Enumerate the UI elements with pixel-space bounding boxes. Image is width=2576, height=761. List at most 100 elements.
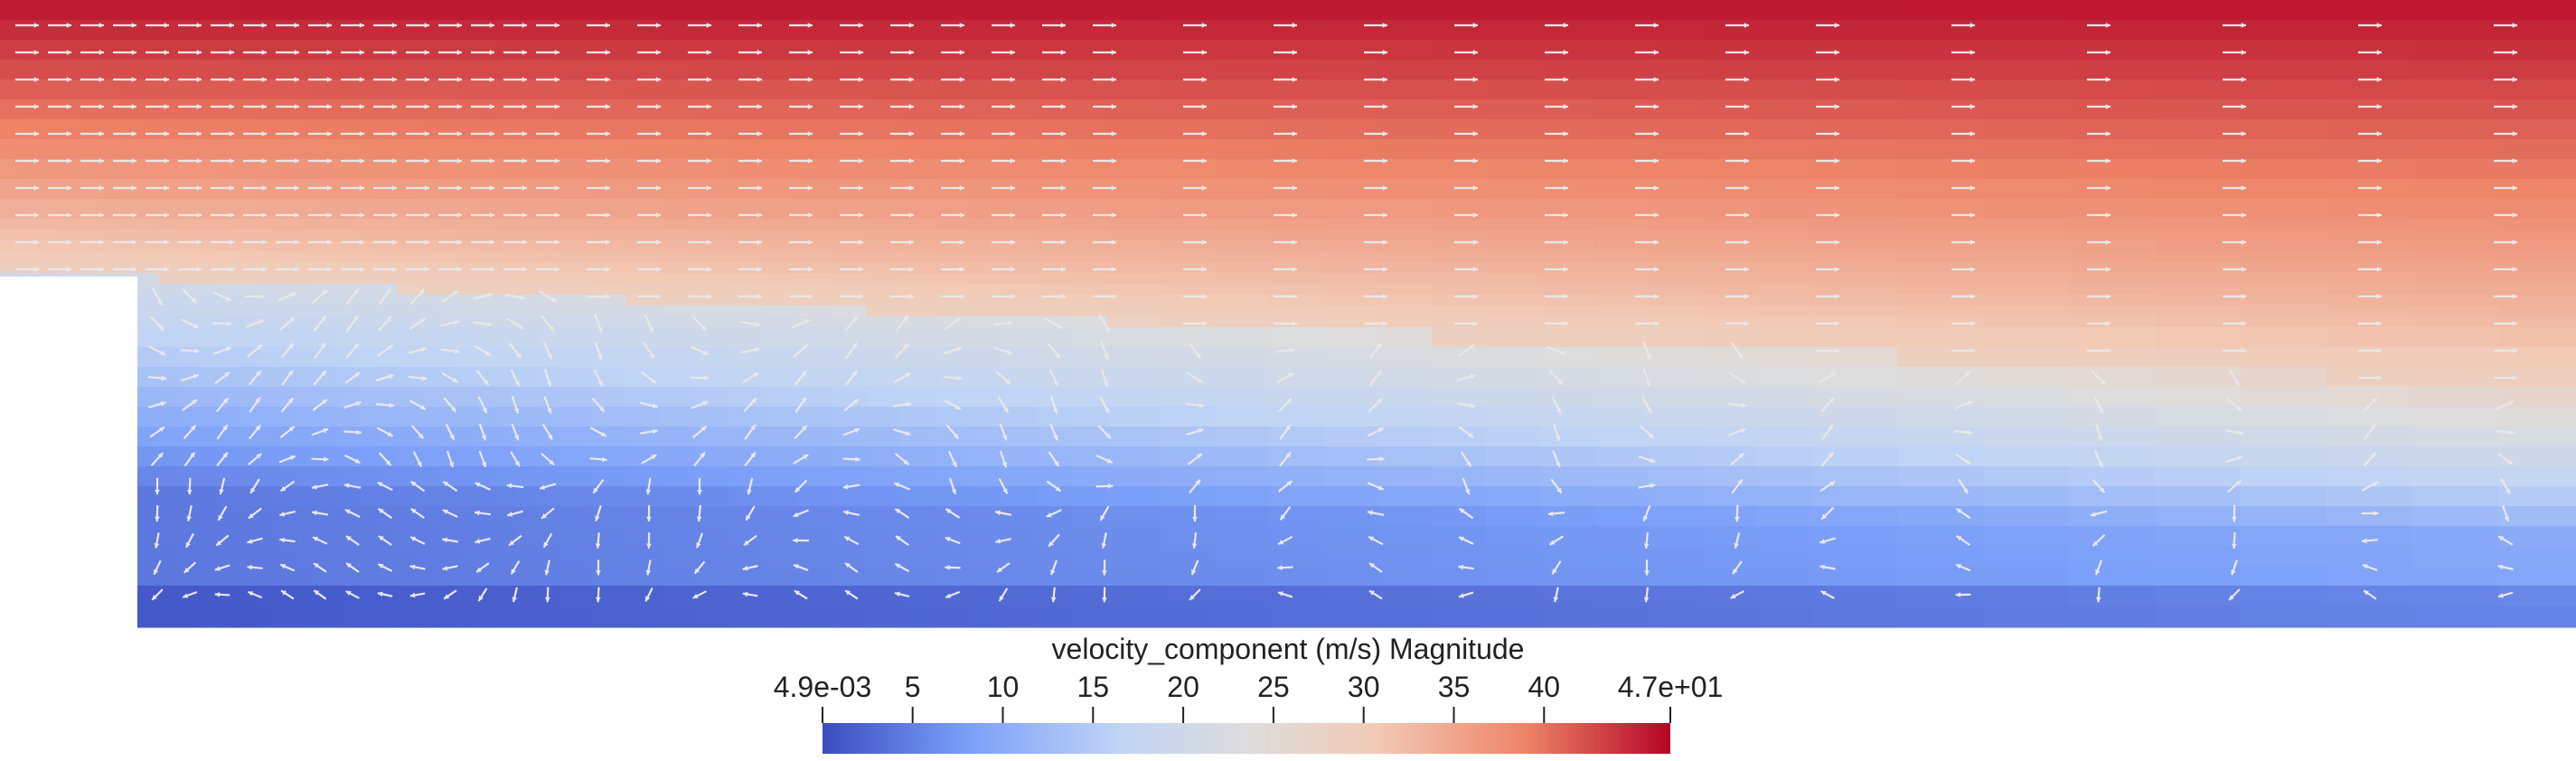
field-cell <box>1649 262 1704 274</box>
velocity-arrowhead <box>449 434 455 440</box>
field-cell <box>729 546 764 567</box>
field-cell <box>832 305 867 317</box>
field-cell <box>278 284 299 296</box>
field-cell <box>1703 327 1758 348</box>
velocity-arrowhead <box>193 373 199 380</box>
velocity-arrowhead <box>2509 429 2515 436</box>
velocity-arrowhead <box>1738 453 1744 459</box>
velocity-arrowhead <box>1956 535 1962 541</box>
field-cell <box>2412 199 2499 220</box>
velocity-arrowhead <box>2105 131 2111 136</box>
field-cell <box>557 327 592 348</box>
field-cell <box>1377 251 1433 263</box>
velocity-arrowhead <box>1472 321 1478 326</box>
field-cell <box>2069 251 2156 263</box>
field-cell <box>1757 367 1812 388</box>
field-cell <box>457 199 478 220</box>
field-cell <box>418 240 438 252</box>
field-cell <box>1594 240 1650 252</box>
field-cell <box>1003 40 1039 61</box>
field-cell <box>199 80 220 100</box>
velocity-arrowhead <box>2241 131 2246 136</box>
field-cell <box>1757 305 1812 317</box>
field-cell <box>398 407 418 427</box>
field-cell <box>763 446 798 467</box>
field-cell <box>378 251 399 263</box>
velocity-arrowhead <box>1472 267 1478 272</box>
field-cell <box>1038 387 1073 408</box>
field-cell <box>1003 159 1039 180</box>
field-cell <box>625 606 661 626</box>
velocity-arrowhead <box>540 484 545 490</box>
field-cell <box>935 625 970 628</box>
field-cell <box>1811 119 1898 140</box>
field-cell <box>694 139 729 160</box>
field-cell <box>1432 284 1487 296</box>
field-cell <box>591 486 626 507</box>
field-cell <box>591 199 626 220</box>
field-cell <box>2241 526 2327 547</box>
velocity-arrowhead <box>229 267 234 272</box>
velocity-arrowhead <box>1553 597 1559 603</box>
field-cell <box>729 295 764 306</box>
velocity-arrowhead <box>489 212 494 218</box>
field-cell <box>625 566 661 587</box>
velocity-arrowhead <box>66 77 71 82</box>
field-cell <box>1757 506 1812 527</box>
velocity-arrowhead <box>1970 158 1975 164</box>
velocity-arrowhead <box>1466 461 1471 467</box>
field-cell <box>298 327 319 348</box>
field-cell <box>418 566 438 587</box>
field-cell <box>457 466 478 487</box>
field-cell <box>1003 179 1039 200</box>
velocity-arrowhead <box>600 431 606 437</box>
field-cell <box>477 566 498 587</box>
field-cell <box>398 284 418 296</box>
field-cell <box>318 0 339 21</box>
field-cell <box>1323 526 1378 547</box>
field-cell <box>219 60 240 80</box>
field-cell <box>477 586 498 606</box>
field-cell <box>0 179 21 200</box>
field-cell <box>278 327 299 348</box>
field-cell <box>1540 446 1595 467</box>
field-cell <box>139 262 160 274</box>
field-cell <box>1161 446 1216 467</box>
field-cell <box>1983 119 2070 140</box>
field-cell <box>298 40 319 61</box>
field-cell <box>1215 427 1270 447</box>
field-cell <box>1897 446 1984 467</box>
velocity-arrowhead <box>1106 458 1113 464</box>
field-cell <box>179 262 200 274</box>
field-cell <box>694 284 729 296</box>
field-cell <box>358 466 379 487</box>
velocity-arrowhead <box>2098 408 2103 414</box>
field-cell <box>969 0 1004 21</box>
velocity-arrowhead <box>489 158 494 164</box>
velocity-arrowhead <box>196 212 202 218</box>
velocity-arrowhead <box>1191 543 1198 549</box>
field-cell <box>1897 60 1984 80</box>
velocity-arrowhead <box>326 212 332 218</box>
field-cell <box>2155 606 2242 626</box>
velocity-arrowhead <box>261 158 267 164</box>
field-cell <box>2155 99 2242 120</box>
velocity-arrowhead <box>2099 487 2105 493</box>
field-cell <box>20 99 41 120</box>
field-cell <box>159 506 180 527</box>
field-cell <box>318 446 339 467</box>
velocity-arrowhead <box>391 77 397 82</box>
field-cell <box>378 407 399 427</box>
field-cell <box>418 327 438 348</box>
field-cell <box>119 262 140 274</box>
field-cell <box>159 316 180 328</box>
field-cell <box>1003 486 1039 507</box>
velocity-arrowhead <box>801 370 807 376</box>
field-cell <box>729 119 764 140</box>
field-cell <box>517 199 538 220</box>
field-cell <box>259 387 279 408</box>
field-cell <box>1038 466 1073 487</box>
field-cell <box>1594 295 1650 306</box>
field-cell <box>437 262 458 274</box>
field-cell <box>378 199 399 220</box>
